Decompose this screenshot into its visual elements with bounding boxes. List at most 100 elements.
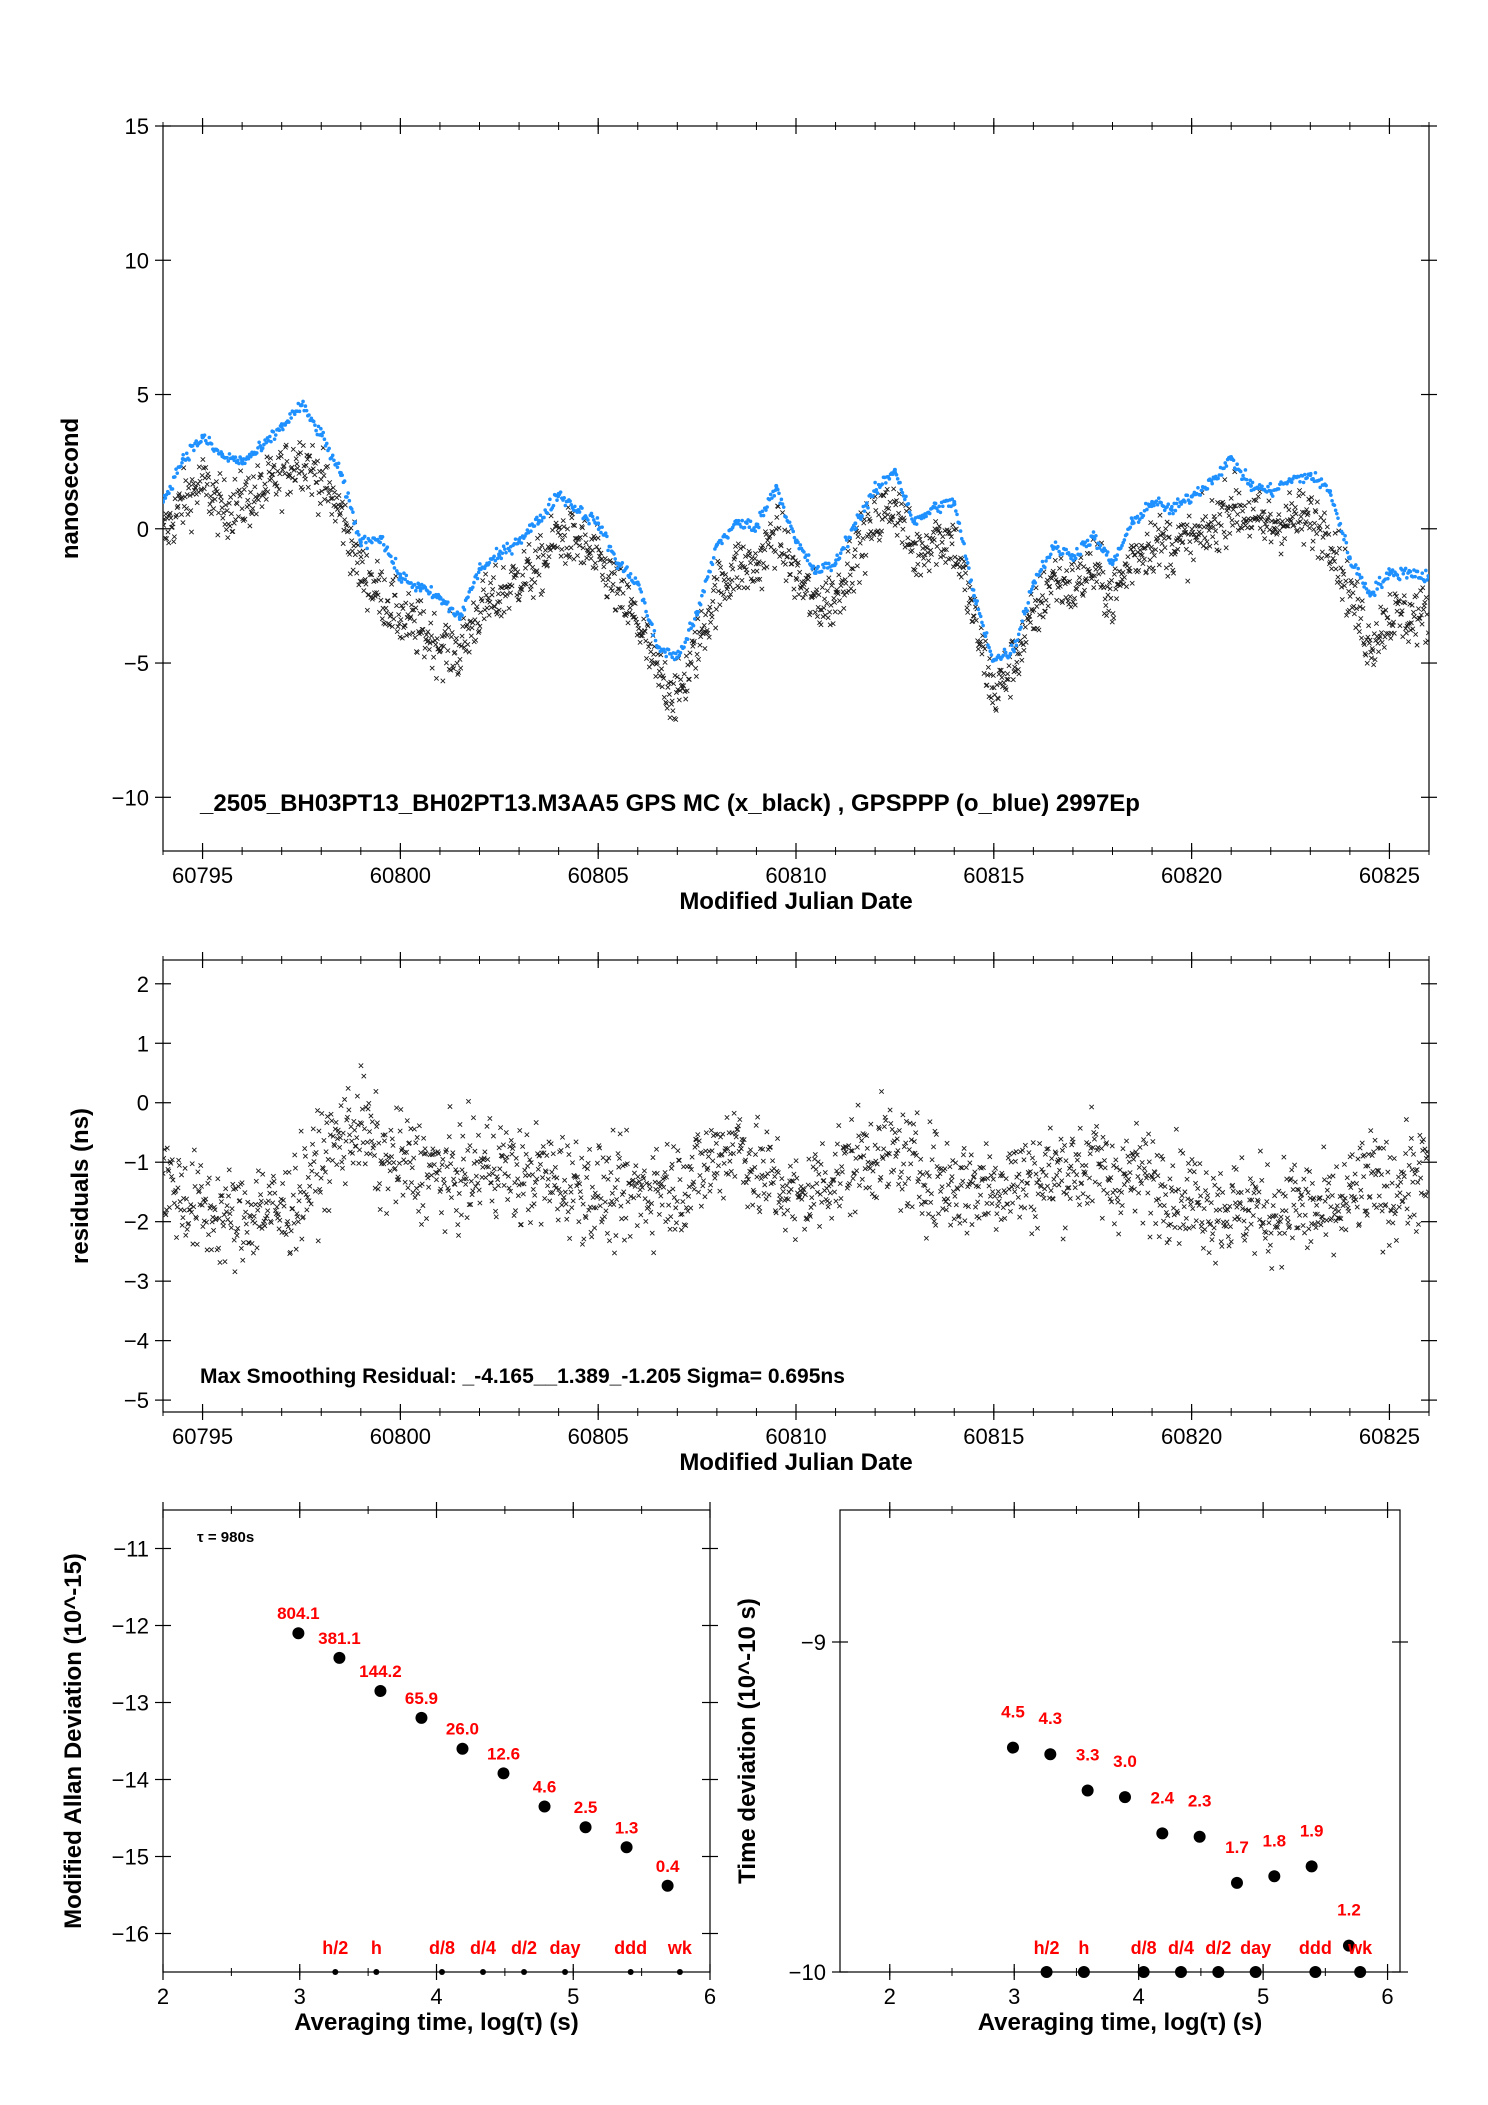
data-point-x: [1304, 507, 1310, 513]
interval-marker: [373, 1969, 380, 1975]
data-point-dot: [1043, 565, 1047, 570]
data-point-x: [1366, 623, 1372, 629]
data-point-x: [829, 1215, 835, 1221]
data-point-x: [1156, 1196, 1162, 1202]
data-point-x: [1358, 635, 1365, 641]
data-point-x: [315, 512, 321, 518]
data-point-x: [480, 587, 486, 593]
data-point-x: [241, 486, 247, 493]
data-point-x: [870, 1168, 876, 1174]
data-point-x: [698, 1203, 704, 1209]
data-point-x: [1059, 598, 1065, 604]
data-point-x: [1087, 550, 1093, 557]
data-point-dot: [399, 580, 404, 584]
data-point-x: [819, 584, 825, 590]
data-point-x: [993, 1226, 999, 1233]
data-point-dot: [906, 501, 911, 506]
data-point-x: [1358, 616, 1364, 622]
data-point-x: [843, 580, 849, 586]
data-point-x: [552, 543, 558, 549]
data-point-x: [1187, 1168, 1193, 1174]
data-point-x: [487, 1116, 493, 1122]
data-point-x: [839, 1169, 845, 1175]
data-point-x: [734, 575, 740, 581]
data-point-x: [1284, 1215, 1290, 1221]
data-point-dot: [470, 585, 475, 590]
data-point-x: [732, 554, 738, 560]
data-point-dot: [546, 502, 551, 507]
data-point-x: [406, 631, 412, 637]
data-point-x: [836, 572, 842, 578]
data-point-x: [854, 1168, 860, 1174]
data-point-x: [417, 610, 423, 617]
data-point-dot: [1177, 504, 1181, 509]
data-point-x: [965, 1204, 971, 1210]
data-point-x: [532, 1179, 538, 1185]
data-point-x: [1022, 1142, 1028, 1148]
data-point-x: [1036, 627, 1042, 633]
data-point-x: [896, 510, 902, 516]
data-point-x: [561, 524, 567, 530]
data-point-x: [695, 1132, 701, 1138]
data-point-x: [553, 1185, 559, 1191]
data-point-x: [268, 455, 274, 461]
data-point-x: [611, 560, 617, 566]
data-point-x: [924, 1170, 930, 1176]
data-point-x: [243, 1209, 249, 1215]
data-point-x: [1331, 1252, 1337, 1258]
data-point-x: [1221, 529, 1227, 535]
data-point-x: [1373, 637, 1379, 643]
data-point-x: [1074, 586, 1080, 592]
data-point-x: [687, 650, 693, 656]
data-point-dot: [1028, 590, 1033, 594]
data-point-x: [359, 1106, 365, 1112]
data-point-x: [324, 1120, 330, 1126]
data-point-x: [1193, 1180, 1199, 1186]
data-point-x: [1190, 1224, 1196, 1230]
data-point-x: [587, 550, 593, 556]
data-point-dot: [1413, 574, 1417, 579]
data-point-x: [1261, 1203, 1267, 1209]
data-point-dot: [519, 541, 524, 545]
data-point-x: [191, 1147, 197, 1153]
data-point-x: [396, 1176, 402, 1183]
data-point-x: [900, 1112, 906, 1118]
data-point-x: [269, 471, 275, 477]
data-point-dot: [500, 551, 505, 555]
data-point-x: [1242, 1237, 1248, 1243]
data-point-x: [845, 548, 851, 554]
data-point-x: [1121, 574, 1127, 580]
data-point-x: [390, 577, 396, 583]
data-point-x: [738, 1146, 744, 1152]
data-point-x: [532, 548, 538, 554]
data-point-x: [1204, 1197, 1210, 1203]
data-point-x: [785, 553, 791, 559]
data-point-x: [1288, 1176, 1294, 1182]
data-point-x: [1313, 1225, 1319, 1231]
data-point-x: [438, 647, 444, 653]
data-point-x: [369, 572, 375, 578]
data-point-x: [354, 1135, 360, 1141]
data-point-dot: [1026, 601, 1031, 605]
data-point-x: [982, 638, 989, 644]
data-point-x: [1362, 651, 1368, 657]
data-point-x: [1410, 1151, 1417, 1157]
data-point-x: [1151, 1176, 1157, 1182]
data-point-x: [477, 1200, 483, 1206]
data-point-x: [1304, 1167, 1310, 1173]
data-point-x: [611, 571, 618, 577]
data-point-x: [750, 1202, 756, 1208]
data-point-x: [745, 1204, 751, 1210]
data-point-dot: [910, 517, 914, 521]
data-point-x: [1213, 540, 1219, 546]
data-point-x: [576, 1219, 582, 1225]
data-point-x: [1350, 590, 1356, 596]
data-point-dot: [1075, 546, 1079, 551]
data-point-dot: [1145, 507, 1149, 512]
data-point-x: [819, 1141, 825, 1147]
data-point-x: [1335, 1215, 1341, 1221]
data-point-x: [580, 545, 586, 551]
data-point-x: [1102, 1165, 1108, 1171]
data-point-x: [1304, 1245, 1310, 1251]
data-point-x: [431, 610, 437, 616]
